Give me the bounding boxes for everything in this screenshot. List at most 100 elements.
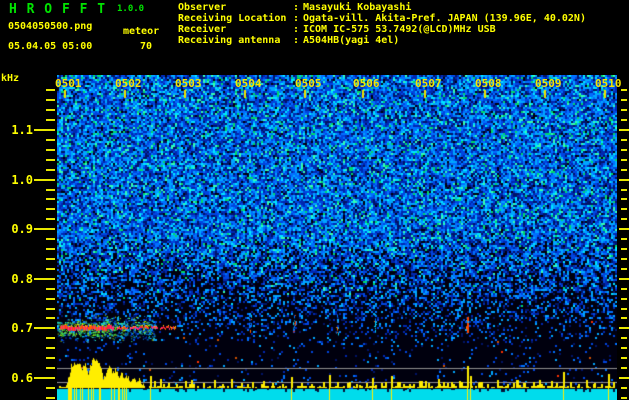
freq-label: 1.1: [11, 123, 33, 137]
right-major-tick: [619, 278, 629, 280]
metadata-row: Observer: Masayuki Kobayashi: [178, 2, 586, 13]
freq-major-tick: [34, 377, 55, 379]
metadata-colon: :: [293, 13, 300, 24]
right-major-tick: [619, 377, 629, 379]
time-label: 0504: [235, 77, 262, 90]
right-major-tick: [619, 228, 629, 230]
freq-minor-tick: [46, 396, 55, 399]
freq-major-tick: [34, 179, 55, 181]
right-minor-tick: [621, 119, 627, 122]
freq-minor-tick: [46, 168, 55, 171]
right-minor-tick: [621, 208, 627, 211]
app-version: 1.0.0: [117, 4, 145, 14]
right-minor-tick: [621, 357, 627, 360]
right-minor-tick: [621, 138, 627, 141]
right-minor-tick: [621, 267, 627, 270]
right-minor-tick: [621, 307, 627, 310]
right-minor-tick: [621, 168, 627, 171]
right-minor-tick: [621, 297, 627, 300]
freq-minor-tick: [46, 367, 55, 370]
time-label: 0505: [295, 77, 322, 90]
time-label: 0510: [595, 77, 622, 90]
freq-label: 0.6: [11, 371, 33, 385]
metadata-label: Receiving Location: [178, 13, 287, 24]
freq-minor-tick: [46, 297, 55, 300]
freq-minor-tick: [46, 158, 55, 161]
metadata-value: ICOM IC-575 53.7492(@LCD)MHz USB: [303, 24, 496, 35]
freq-minor-tick: [46, 287, 55, 290]
right-major-tick: [619, 129, 629, 131]
app-title: H R O F F T: [9, 2, 107, 17]
freq-minor-tick: [46, 109, 55, 112]
metadata-value: A504HB(yagi 4el): [303, 35, 400, 46]
freq-minor-tick: [46, 347, 55, 350]
right-minor-tick: [621, 317, 627, 320]
metadata-colon: :: [293, 2, 300, 13]
freq-minor-tick: [46, 386, 55, 389]
right-minor-tick: [621, 347, 627, 350]
right-minor-tick: [621, 188, 627, 191]
right-minor-tick: [621, 248, 627, 251]
metadata-label: Observer: [178, 2, 227, 13]
spectrogram-canvas: [57, 75, 617, 400]
time-label: 0509: [535, 77, 562, 90]
freq-minor-tick: [46, 267, 55, 270]
freq-minor-tick: [46, 99, 55, 102]
freq-minor-tick: [46, 357, 55, 360]
metadata-row: Receiver: ICOM IC-575 53.7492(@LCD)MHz US…: [178, 24, 586, 35]
right-minor-tick: [621, 386, 627, 389]
right-minor-tick: [621, 218, 627, 221]
metadata-colon: :: [293, 24, 300, 35]
metadata-label: Receiver: [178, 24, 227, 35]
freq-minor-tick: [46, 148, 55, 151]
frequency-unit-label: kHz: [1, 73, 20, 84]
metadata-label: Receiving antenna: [178, 35, 281, 46]
freq-minor-tick: [46, 188, 55, 191]
observation-datetime: 05.04.05 05:00: [8, 41, 93, 52]
metadata-block: Observer: Masayuki Kobayashi Receiving Lo…: [178, 2, 586, 46]
freq-minor-tick: [46, 248, 55, 251]
right-minor-tick: [621, 158, 627, 161]
right-minor-tick: [621, 99, 627, 102]
freq-minor-tick: [46, 257, 55, 260]
time-label: 0502: [115, 77, 142, 90]
freq-minor-tick: [46, 89, 55, 92]
time-label: 0506: [353, 77, 380, 90]
freq-major-tick: [34, 228, 55, 230]
freq-minor-tick: [46, 208, 55, 211]
right-minor-tick: [621, 367, 627, 370]
freq-minor-tick: [46, 337, 55, 340]
right-minor-tick: [621, 148, 627, 151]
freq-minor-tick: [46, 218, 55, 221]
observation-mode: meteor: [123, 26, 160, 37]
filename: 0504050500.png: [8, 21, 93, 32]
freq-minor-tick: [46, 307, 55, 310]
right-minor-tick: [621, 238, 627, 241]
freq-label: 1.0: [11, 173, 33, 187]
right-minor-tick: [621, 396, 627, 399]
freq-minor-tick: [46, 119, 55, 122]
time-label: 0503: [175, 77, 202, 90]
freq-minor-tick: [46, 317, 55, 320]
right-minor-tick: [621, 257, 627, 260]
metadata-value: Masayuki Kobayashi: [303, 2, 412, 13]
time-label: 0508: [475, 77, 502, 90]
right-major-tick: [619, 179, 629, 181]
metadata-row: Receiving Location: Ogata-vill. Akita-Pre…: [178, 13, 586, 24]
right-minor-tick: [621, 287, 627, 290]
right-major-tick: [619, 327, 629, 329]
freq-minor-tick: [46, 198, 55, 201]
right-minor-tick: [621, 109, 627, 112]
right-minor-tick: [621, 337, 627, 340]
time-label: 0501: [55, 77, 82, 90]
metadata-row: Receiving antenna: A504HB(yagi 4el): [178, 35, 586, 46]
echo-count: 70: [140, 41, 153, 52]
right-minor-tick: [621, 89, 627, 92]
freq-major-tick: [34, 327, 55, 329]
freq-minor-tick: [46, 138, 55, 141]
freq-major-tick: [34, 129, 55, 131]
freq-label: 0.9: [11, 222, 33, 236]
metadata-value: Ogata-vill. Akita-Pref. JAPAN (139.96E, …: [303, 13, 586, 24]
freq-major-tick: [34, 278, 55, 280]
